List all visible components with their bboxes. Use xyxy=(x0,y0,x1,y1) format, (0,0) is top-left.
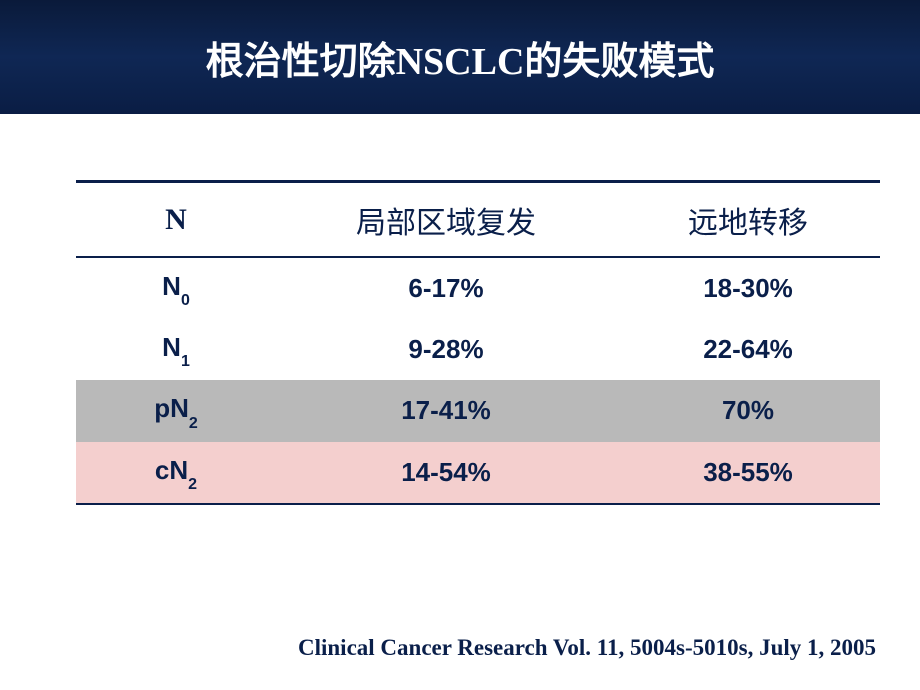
distant-cell: 22-64% xyxy=(616,319,880,380)
distant-cell: 70% xyxy=(616,380,880,441)
column-header-local: 局部区域复发 xyxy=(276,182,616,258)
table-row: N1 9-28% 22-64% xyxy=(76,319,880,380)
stage-cell: cN2 xyxy=(76,442,276,504)
distant-cell: 38-55% xyxy=(616,442,880,504)
table-container: N 局部区域复发 远地转移 N0 6-17% 18-30% N1 9-28% 2… xyxy=(0,114,920,505)
citation-text: Clinical Cancer Research Vol. 11, 5004s-… xyxy=(0,635,920,661)
stage-cell: pN2 xyxy=(76,380,276,441)
failure-pattern-table: N 局部区域复发 远地转移 N0 6-17% 18-30% N1 9-28% 2… xyxy=(76,180,880,505)
table-row: pN2 17-41% 70% xyxy=(76,380,880,441)
table-row: cN2 14-54% 38-55% xyxy=(76,442,880,504)
local-cell: 17-41% xyxy=(276,380,616,441)
stage-cell: N1 xyxy=(76,319,276,380)
slide-title: 根治性切除NSCLC的失败模式 xyxy=(206,30,715,85)
local-cell: 6-17% xyxy=(276,257,616,319)
local-cell: 9-28% xyxy=(276,319,616,380)
table-header-row: N 局部区域复发 远地转移 xyxy=(76,182,880,258)
column-header-distant: 远地转移 xyxy=(616,182,880,258)
local-cell: 14-54% xyxy=(276,442,616,504)
stage-cell: N0 xyxy=(76,257,276,319)
table-row: N0 6-17% 18-30% xyxy=(76,257,880,319)
title-band: 根治性切除NSCLC的失败模式 xyxy=(0,0,920,114)
column-header-n: N xyxy=(76,182,276,258)
distant-cell: 18-30% xyxy=(616,257,880,319)
